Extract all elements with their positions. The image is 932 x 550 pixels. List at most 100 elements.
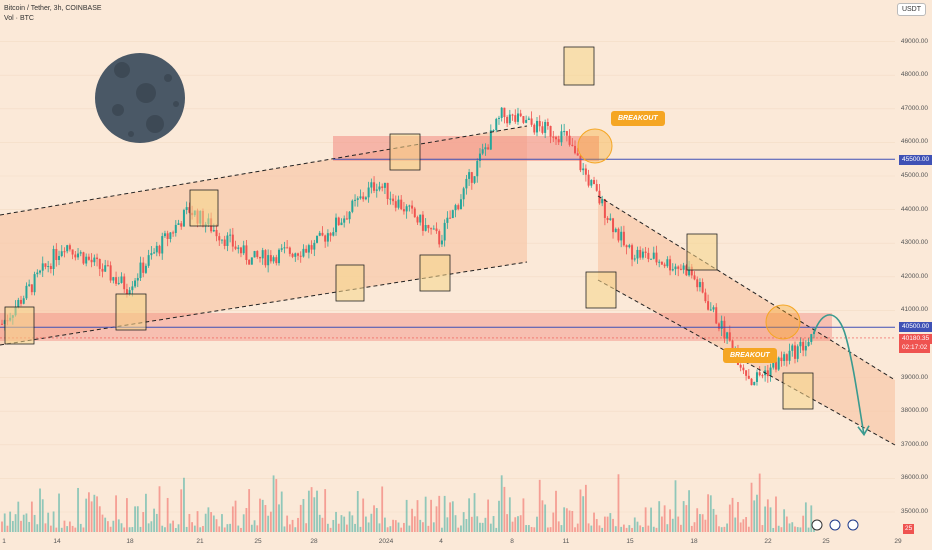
candle-body xyxy=(294,253,297,257)
candle-body xyxy=(166,233,169,239)
candle-body xyxy=(332,232,335,236)
candle-body xyxy=(117,282,120,284)
breakout-circle-1 xyxy=(577,128,613,164)
candle-body xyxy=(416,217,419,223)
candle-body xyxy=(568,135,571,145)
volume-bar xyxy=(375,508,378,532)
candle-body xyxy=(530,118,533,125)
volume-bar xyxy=(343,516,346,532)
candle-body xyxy=(82,252,85,264)
volume-bar xyxy=(742,519,745,532)
volume-bar xyxy=(527,525,530,532)
volume-bar xyxy=(316,490,318,532)
candle-body xyxy=(340,222,343,226)
candle-body xyxy=(106,265,109,267)
highlight-box xyxy=(335,264,365,302)
volume-bar xyxy=(52,511,55,532)
event-badge[interactable]: 25 xyxy=(903,524,915,534)
candle-body xyxy=(278,249,281,264)
volume-bar xyxy=(226,524,229,532)
volume-bar xyxy=(147,523,150,532)
volume-bar xyxy=(802,515,805,532)
volume-bar xyxy=(120,523,123,532)
candle-body xyxy=(644,251,647,253)
volume-bar xyxy=(329,527,332,532)
y-tick-label: 39000.00 xyxy=(900,373,928,381)
volume-bar xyxy=(666,524,669,532)
volume-bar xyxy=(310,487,313,532)
volume-bar xyxy=(525,525,528,532)
volume-bar xyxy=(783,509,786,532)
volume-bar xyxy=(359,526,362,532)
volume-bar xyxy=(136,506,139,532)
volume-bar xyxy=(299,504,302,532)
x-tick-label: 18 xyxy=(690,538,698,545)
volume-bar xyxy=(530,526,533,532)
volume-bar xyxy=(370,513,373,532)
volume-bar xyxy=(617,474,620,532)
volume-bar xyxy=(723,526,726,532)
currency-button[interactable]: USDT xyxy=(896,3,926,16)
volume-bar xyxy=(503,486,506,532)
countdown-tag: 02:17:02 xyxy=(899,343,931,353)
volume-bar xyxy=(9,511,12,532)
volume-bar xyxy=(134,506,136,532)
event-icon xyxy=(811,519,823,531)
volume-bar xyxy=(202,525,204,532)
volume-bar xyxy=(419,519,422,532)
volume-bar xyxy=(680,524,682,532)
candle-body xyxy=(1,323,3,325)
volume-bar xyxy=(365,516,367,532)
volume-bar xyxy=(66,526,69,532)
level-lower-tag: 40500.00 xyxy=(899,322,932,332)
volume-bar xyxy=(574,527,576,532)
volume-bar xyxy=(101,514,104,532)
candle-body xyxy=(639,249,642,258)
volume-bar xyxy=(479,522,481,532)
volume-bar xyxy=(636,521,639,532)
candle-body xyxy=(120,276,123,283)
candle-body xyxy=(693,275,696,280)
candle-body xyxy=(446,217,449,223)
candle-body xyxy=(750,378,753,386)
candle-body xyxy=(144,265,147,273)
candle-body xyxy=(400,199,403,210)
volume-bar xyxy=(237,525,240,532)
candle-body xyxy=(443,222,446,241)
volume-bar xyxy=(791,522,794,532)
candle-body xyxy=(63,251,66,253)
volume-bar xyxy=(462,512,465,532)
breakout-label-1: BREAKOUT xyxy=(611,111,665,126)
volume-bar xyxy=(212,515,215,532)
candle-body xyxy=(481,149,484,154)
volume-bar xyxy=(517,516,519,532)
candle-body xyxy=(307,245,310,253)
candle-body xyxy=(560,131,563,143)
x-tick-label: 22 xyxy=(764,538,772,545)
volume-bar xyxy=(799,527,802,532)
highlight-box xyxy=(189,189,219,227)
candle-body xyxy=(704,292,707,302)
volume-bar xyxy=(196,511,199,532)
volume-bar xyxy=(560,525,563,532)
y-tick-label: 48000.00 xyxy=(900,71,928,79)
volume-bar xyxy=(22,514,25,532)
candle-body xyxy=(169,232,172,239)
candlestick-series xyxy=(1,106,815,386)
volume-bar xyxy=(810,505,813,532)
candle-body xyxy=(647,252,650,260)
volume-bar xyxy=(495,527,498,532)
candle-body xyxy=(669,259,672,271)
volume-bar xyxy=(49,525,52,532)
y-tick-label: 38000.00 xyxy=(900,407,928,415)
volume-bar xyxy=(90,501,93,532)
candle-body xyxy=(807,341,810,346)
candle-body xyxy=(541,126,544,133)
volume-bar xyxy=(473,493,476,532)
volume-bar xyxy=(726,523,728,532)
candle-body xyxy=(788,350,791,361)
volume-bar xyxy=(305,523,308,532)
volume-bar xyxy=(275,479,278,532)
candle-body xyxy=(68,245,71,250)
